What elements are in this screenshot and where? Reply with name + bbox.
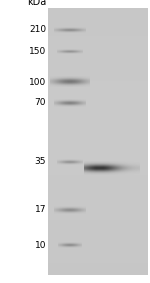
Text: 10: 10: [34, 241, 46, 250]
Text: 17: 17: [34, 205, 46, 215]
Text: 70: 70: [34, 98, 46, 108]
Text: 150: 150: [29, 48, 46, 57]
Text: 210: 210: [29, 25, 46, 35]
Text: kDa: kDa: [27, 0, 46, 7]
Text: 100: 100: [29, 78, 46, 87]
Bar: [0, 275, 150, 283]
Text: 35: 35: [34, 158, 46, 166]
Bar: [0, 0, 150, 8]
Bar: [0, 0, 48, 283]
